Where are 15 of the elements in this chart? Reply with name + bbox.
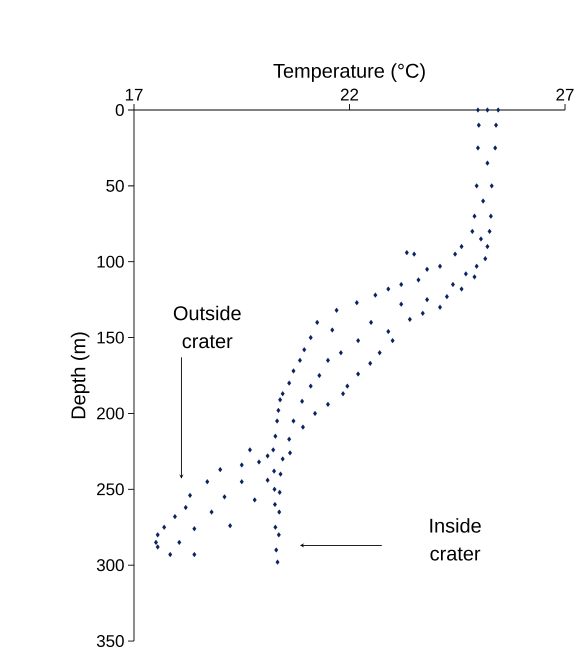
y-tick-label: 250	[97, 483, 124, 496]
annotation: Outside crater	[174, 306, 241, 348]
y-tick-label: 100	[98, 256, 124, 268]
y-tick-label: 150	[98, 332, 124, 344]
x-tick-label: 22	[340, 88, 358, 100]
y-tick-label: 350	[96, 635, 124, 648]
x-tick-label: 17	[126, 88, 143, 100]
y-tick-label: 200	[97, 407, 124, 420]
y-tick-label: 50	[106, 180, 124, 192]
y-axis-title: Depth (m)	[70, 332, 90, 418]
annotation: Inside crater	[430, 518, 481, 561]
x-axis-title: Temperature (°C)	[273, 63, 425, 82]
y-tick-label: 300	[96, 559, 124, 572]
y-tick-label: 0	[116, 104, 124, 116]
x-tick-label: 27	[556, 88, 574, 100]
